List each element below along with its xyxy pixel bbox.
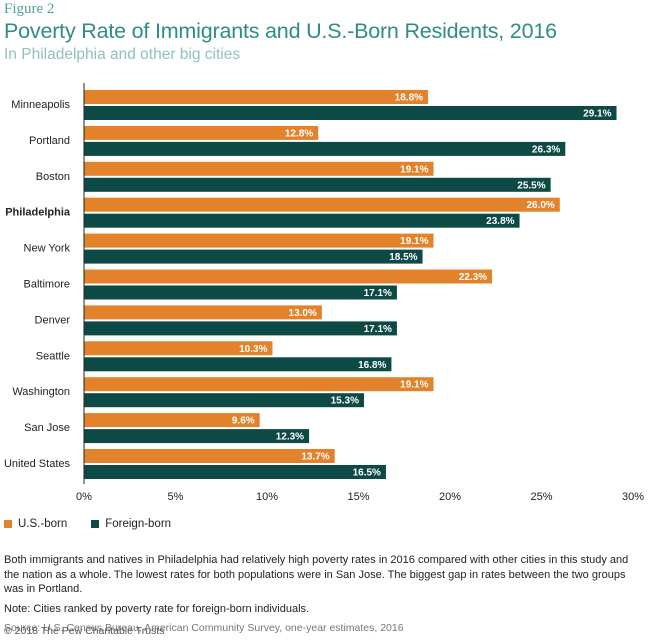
data-label-u-s-born-denver: 13.0% — [289, 308, 317, 319]
data-label-u-s-born-new-york: 19.1% — [400, 236, 428, 247]
data-label-foreign-born-baltimore: 17.1% — [364, 288, 392, 299]
bar-u-s-born-baltimore — [84, 269, 493, 284]
data-label-u-s-born-washington: 19.1% — [400, 380, 428, 391]
notes: Both immigrants and natives in Philadelp… — [4, 553, 644, 641]
legend-item-us-born: U.S.-born — [4, 518, 67, 530]
category-label-minneapolis: Minneapolis — [11, 99, 70, 111]
bar-u-s-born-portland — [84, 125, 319, 140]
bar-foreign-born-washington — [84, 393, 364, 408]
bar-foreign-born-portland — [84, 141, 566, 156]
category-label-washington: Washington — [12, 386, 70, 398]
bar-foreign-born-san-jose — [84, 429, 310, 444]
bar-foreign-born-denver — [84, 321, 397, 336]
data-label-u-s-born-boston: 19.1% — [400, 164, 428, 175]
bar-foreign-born-united-states — [84, 465, 386, 479]
x-tick-label-25: 25% — [530, 491, 552, 503]
data-label-foreign-born-philadelphia: 23.8% — [486, 216, 514, 227]
data-label-foreign-born-washington: 15.3% — [331, 396, 359, 407]
data-label-foreign-born-minneapolis: 29.1% — [583, 109, 611, 120]
category-label-baltimore: Baltimore — [24, 279, 70, 291]
data-label-u-s-born-philadelphia: 26.0% — [526, 200, 554, 211]
x-tick-label-30: 30% — [622, 491, 644, 503]
bar-u-s-born-denver — [84, 305, 322, 320]
bar-foreign-born-seattle — [84, 357, 392, 372]
x-tick-label-20: 20% — [439, 491, 461, 503]
category-label-portland: Portland — [29, 135, 70, 147]
data-label-foreign-born-boston: 25.5% — [517, 180, 545, 191]
chart-title: Poverty Rate of Immigrants and U.S.-Born… — [4, 19, 557, 43]
legend: U.S.-born Foreign-born — [4, 518, 195, 530]
data-label-foreign-born-san-jose: 12.3% — [276, 432, 304, 443]
category-label-boston: Boston — [36, 171, 70, 183]
bar-u-s-born-san-jose — [84, 413, 260, 428]
x-tick-label-0: 0% — [76, 491, 92, 503]
bar-u-s-born-new-york — [84, 233, 434, 248]
data-label-u-s-born-baltimore: 22.3% — [459, 272, 487, 283]
bar-foreign-born-new-york — [84, 249, 423, 264]
category-label-san-jose: San Jose — [24, 422, 70, 434]
category-label-denver: Denver — [35, 314, 71, 326]
category-label-new-york: New York — [24, 243, 71, 255]
legend-swatch-us-born — [4, 520, 12, 528]
figure-label: Figure 2 — [4, 1, 55, 17]
x-tick-label-5: 5% — [168, 491, 184, 503]
copyright: © 2018 The Pew Charitable Trusts — [4, 625, 165, 637]
note-text: Note: Cities ranked by poverty rate for … — [4, 602, 310, 615]
bar-foreign-born-baltimore — [84, 285, 397, 300]
data-label-foreign-born-portland: 26.3% — [532, 144, 560, 155]
bar-u-s-born-united-states — [84, 449, 335, 463]
chart-subtitle: In Philadelphia and other big cities — [4, 46, 241, 63]
category-label-seattle: Seattle — [36, 350, 70, 362]
bar-foreign-born-minneapolis — [84, 106, 617, 120]
legend-label-us-born: U.S.-born — [18, 518, 68, 530]
x-tick-label-15: 15% — [347, 491, 369, 503]
category-label-united-states: United States — [4, 458, 71, 470]
bar-u-s-born-minneapolis — [84, 90, 429, 104]
bar-foreign-born-boston — [84, 177, 551, 192]
legend-swatch-foreign-born — [91, 520, 100, 528]
legend-item-foreign-born: Foreign-born — [91, 518, 171, 530]
bar-u-s-born-seattle — [84, 341, 273, 356]
bar-foreign-born-philadelphia — [84, 213, 520, 228]
source-text: Source: U.S. Census Bureau, American Com… — [4, 622, 404, 634]
x-tick-label-10: 10% — [256, 491, 278, 503]
bar-u-s-born-philadelphia — [84, 197, 560, 212]
data-label-u-s-born-portland: 12.8% — [285, 128, 313, 139]
data-label-u-s-born-san-jose: 9.6% — [232, 416, 255, 427]
data-label-foreign-born-seattle: 16.8% — [358, 360, 386, 371]
bar-u-s-born-washington — [84, 377, 434, 392]
data-label-foreign-born-new-york: 18.5% — [389, 252, 417, 263]
data-label-foreign-born-denver: 17.1% — [364, 324, 392, 335]
data-label-foreign-born-united-states: 16.5% — [353, 468, 381, 479]
data-label-u-s-born-united-states: 13.7% — [301, 452, 329, 463]
bar-chart: Minneapolis 18.8% 29.1% Portland 12.8% 26.3% B… — [4, 83, 644, 503]
description-text: Both immigrants and natives in Philadelp… — [4, 554, 629, 595]
category-label-philadelphia: Philadelphia — [5, 207, 71, 219]
bar-u-s-born-boston — [84, 161, 434, 176]
data-label-u-s-born-minneapolis: 18.8% — [395, 93, 423, 104]
data-label-u-s-born-seattle: 10.3% — [239, 344, 267, 355]
legend-label-foreign-born: Foreign-born — [105, 518, 172, 530]
